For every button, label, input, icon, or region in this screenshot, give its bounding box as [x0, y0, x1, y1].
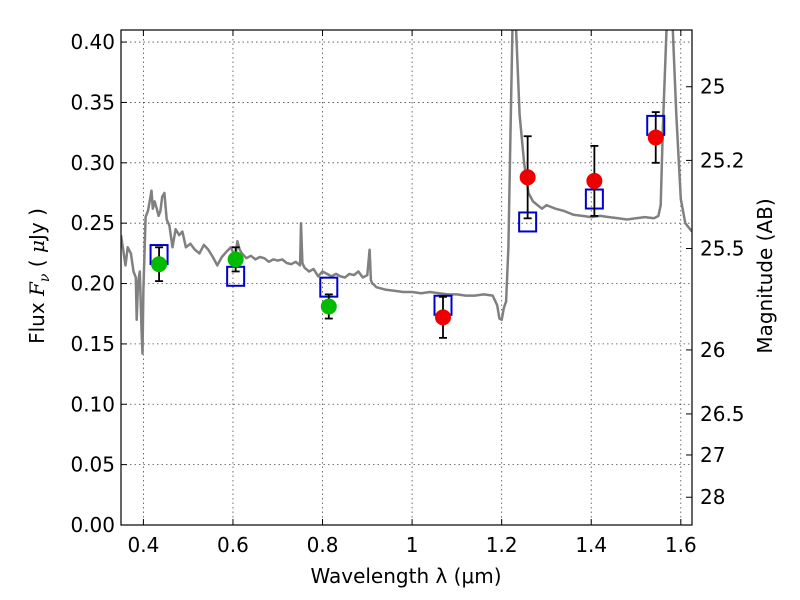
x-tick-label: 1	[406, 533, 419, 557]
observed-optical-point	[227, 251, 244, 268]
model-spectrum-layer	[121, 30, 692, 355]
right-tick-label: 25.2	[700, 148, 745, 172]
right-tick-label: 25	[700, 75, 725, 99]
observed-nir-point	[519, 169, 536, 186]
observed-optical-point	[320, 298, 337, 315]
y-tick-label: 0.35	[70, 90, 115, 114]
right-tick-label: 28	[700, 485, 725, 509]
y-tick-label: 0.20	[70, 272, 115, 296]
model-spectrum-line	[121, 30, 692, 355]
x-tick-label: 1.2	[486, 533, 518, 557]
y-tick-label: 0.40	[70, 30, 115, 54]
right-tick-label: 26.5	[700, 402, 745, 426]
observed-nir-point	[434, 309, 451, 326]
y-axis-label: Flux Fν ( μJy )	[25, 208, 53, 344]
right-axis-label: Magnitude (AB)	[753, 198, 777, 353]
y-tick-label: 0.05	[70, 453, 115, 477]
y-tick-label: 0.15	[70, 332, 115, 356]
right-tick-label: 27	[700, 443, 725, 467]
x-tick-label: 1.4	[575, 533, 607, 557]
photometry-points-layer	[149, 111, 666, 339]
right-tick-label: 25.5	[700, 237, 745, 261]
x-tick-label: 0.4	[127, 533, 159, 557]
x-axis-label: Wavelength λ (μm)	[310, 564, 501, 588]
y-tick-label: 0.30	[70, 151, 115, 175]
y-tick-label: 0.25	[70, 211, 115, 235]
x-tick-label: 0.6	[217, 533, 249, 557]
right-tick-label: 26	[700, 338, 725, 362]
y-tick-label: 0.10	[70, 392, 115, 416]
gridlines	[121, 30, 692, 526]
observed-nir-point	[647, 129, 664, 146]
axes: 0.4 0.6 0.8 1 1.2 1.4 1.6 0.00 0.05 0.10 0.15 0.20 0…	[70, 30, 745, 557]
plot-frame	[120, 29, 693, 526]
observed-optical-point	[151, 256, 168, 273]
y-tick-label: 0.00	[70, 513, 115, 537]
x-tick-label: 0.8	[307, 533, 339, 557]
x-tick-label: 1.6	[665, 533, 697, 557]
observed-nir-point	[586, 172, 603, 189]
